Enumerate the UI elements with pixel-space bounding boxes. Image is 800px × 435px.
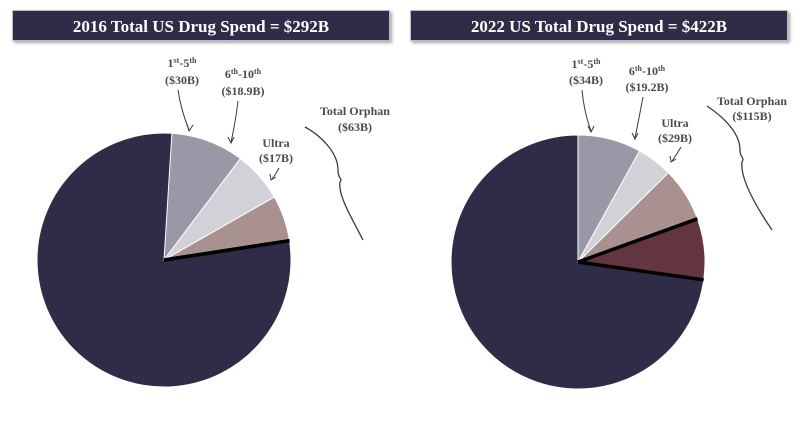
label-2016-total-orphan-value: ($63B) bbox=[338, 120, 372, 134]
label-2022-6th-10th-value: ($19.2B) bbox=[626, 80, 669, 94]
label-2016-6th-10th-value: ($18.9B) bbox=[222, 84, 265, 98]
arrow-2022-1st-5th bbox=[581, 89, 592, 132]
label-2016-ultra-name: Ultra bbox=[262, 136, 289, 150]
label-2022-total-orphan-value: ($115B) bbox=[732, 109, 771, 123]
chart-title-2022: 2022 US Total Drug Spend = $422B bbox=[410, 10, 788, 41]
pie-slice-non-orphan bbox=[36, 132, 292, 388]
arrowhead-2022-1st-5th bbox=[587, 125, 595, 134]
orphan-boundary-line-2 bbox=[163, 238, 290, 262]
label-2016-total-orphan-name: Total Orphan bbox=[320, 104, 390, 118]
arrow-2016-ultra bbox=[271, 167, 280, 180]
arrowhead-2022-ultra bbox=[669, 155, 677, 163]
orphan-boundary-line-1 bbox=[577, 217, 699, 264]
brace-2022-total-orphan bbox=[706, 105, 773, 231]
label-2022-ultra-name: Ultra bbox=[661, 116, 688, 130]
arrowhead-2016-1st-5th bbox=[186, 123, 194, 133]
chart-title-2016: 2016 Total US Drug Spend = $292B bbox=[12, 10, 390, 41]
pie-2016 bbox=[36, 132, 292, 388]
label-2016-6th-10th-name: 6th-10th bbox=[225, 67, 262, 81]
label-2022-ultra-value: ($29B) bbox=[658, 131, 692, 145]
arrow-2016-6th-10th bbox=[230, 100, 239, 143]
arrows-2022 bbox=[581, 89, 773, 231]
orphan-boundary-line-2 bbox=[577, 260, 704, 282]
arrow-2022-ultra bbox=[671, 146, 682, 162]
label-2016-1st-5th-name: 1st-5th bbox=[168, 56, 197, 70]
label-2016-ultra-value: ($17B) bbox=[259, 151, 293, 165]
arrow-2022-6th-10th bbox=[634, 96, 644, 139]
pie-2022 bbox=[450, 134, 706, 390]
arrowhead-2022-6th-10th bbox=[631, 132, 639, 141]
label-2022-1st-5th-name: 1st-5th bbox=[572, 57, 601, 71]
pie-slice-non-orphan bbox=[450, 134, 705, 390]
label-2016-1st-5th-value: ($30B) bbox=[165, 73, 199, 87]
label-2022-1st-5th-value: ($34B) bbox=[569, 73, 603, 87]
brace-2016-total-orphan bbox=[304, 126, 364, 241]
arrows-2016 bbox=[177, 89, 364, 241]
label-2022-6th-10th-name: 6th-10th bbox=[629, 64, 666, 78]
arrowhead-2016-6th-10th bbox=[227, 136, 235, 145]
label-2022-total-orphan-name: Total Orphan bbox=[717, 94, 787, 108]
arrowhead-2016-ultra bbox=[269, 173, 277, 181]
